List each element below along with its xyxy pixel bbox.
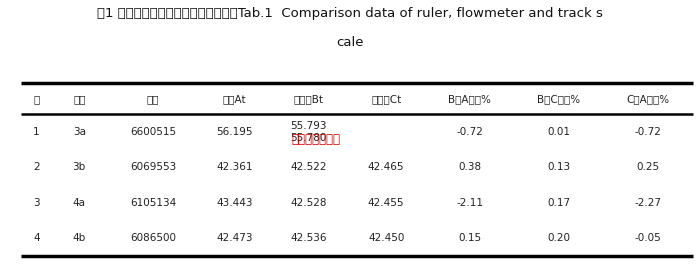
Text: 42.536: 42.536: [290, 233, 327, 243]
Text: 55.793: 55.793: [290, 121, 327, 131]
Text: B比C差率%: B比C差率%: [538, 94, 580, 104]
Text: -2.27: -2.27: [635, 198, 661, 208]
Text: 表1 检尺、流量计、轨道衡的比对数据Tab.1  Comparison data of ruler, flowmeter and track s: 表1 检尺、流量计、轨道衡的比对数据Tab.1 Comparison data …: [97, 7, 603, 20]
Text: 42.528: 42.528: [290, 198, 327, 208]
Text: 6600515: 6600515: [130, 127, 176, 137]
Text: 0.15: 0.15: [458, 233, 481, 243]
Text: 0.13: 0.13: [547, 162, 570, 172]
Text: 1: 1: [33, 127, 40, 137]
Text: B比A差率%: B比A差率%: [448, 94, 491, 104]
Text: -0.72: -0.72: [635, 127, 661, 137]
Text: 4b: 4b: [73, 233, 86, 243]
Text: 4a: 4a: [73, 198, 86, 208]
Text: cale: cale: [336, 36, 364, 49]
Text: 42.450: 42.450: [368, 233, 405, 243]
Text: 42.361: 42.361: [216, 162, 253, 172]
Text: 56.195: 56.195: [216, 127, 253, 137]
Text: 0.01: 0.01: [547, 127, 570, 137]
Text: 6069553: 6069553: [130, 162, 176, 172]
Text: 江苏华云流量计: 江苏华云流量计: [291, 133, 340, 147]
Text: 3b: 3b: [73, 162, 86, 172]
Text: 车号: 车号: [147, 94, 160, 104]
Text: 0.25: 0.25: [637, 162, 660, 172]
Text: 42.465: 42.465: [368, 162, 405, 172]
Text: 轨道衡Ct: 轨道衡Ct: [371, 94, 401, 104]
Text: 6105134: 6105134: [130, 198, 176, 208]
Text: 55.780: 55.780: [290, 133, 327, 143]
Text: 42.473: 42.473: [216, 233, 253, 243]
Text: 序: 序: [34, 94, 40, 104]
Text: 检尺At: 检尺At: [223, 94, 246, 104]
Text: 43.443: 43.443: [216, 198, 253, 208]
Text: -2.11: -2.11: [456, 198, 483, 208]
Text: -0.05: -0.05: [635, 233, 661, 243]
Text: 42.522: 42.522: [290, 162, 327, 172]
Text: 6086500: 6086500: [130, 233, 176, 243]
Text: 0.38: 0.38: [458, 162, 481, 172]
Text: 3: 3: [33, 198, 40, 208]
Text: 数位: 数位: [73, 94, 85, 104]
Text: 42.455: 42.455: [368, 198, 405, 208]
Text: 4: 4: [33, 233, 40, 243]
Text: C比A差率%: C比A差率%: [626, 94, 670, 104]
Text: 流量计Bt: 流量计Bt: [293, 94, 323, 104]
Text: -0.72: -0.72: [456, 127, 483, 137]
Text: 3a: 3a: [73, 127, 86, 137]
Text: 2: 2: [33, 162, 40, 172]
Text: 0.20: 0.20: [547, 233, 570, 243]
Text: 0.17: 0.17: [547, 198, 570, 208]
